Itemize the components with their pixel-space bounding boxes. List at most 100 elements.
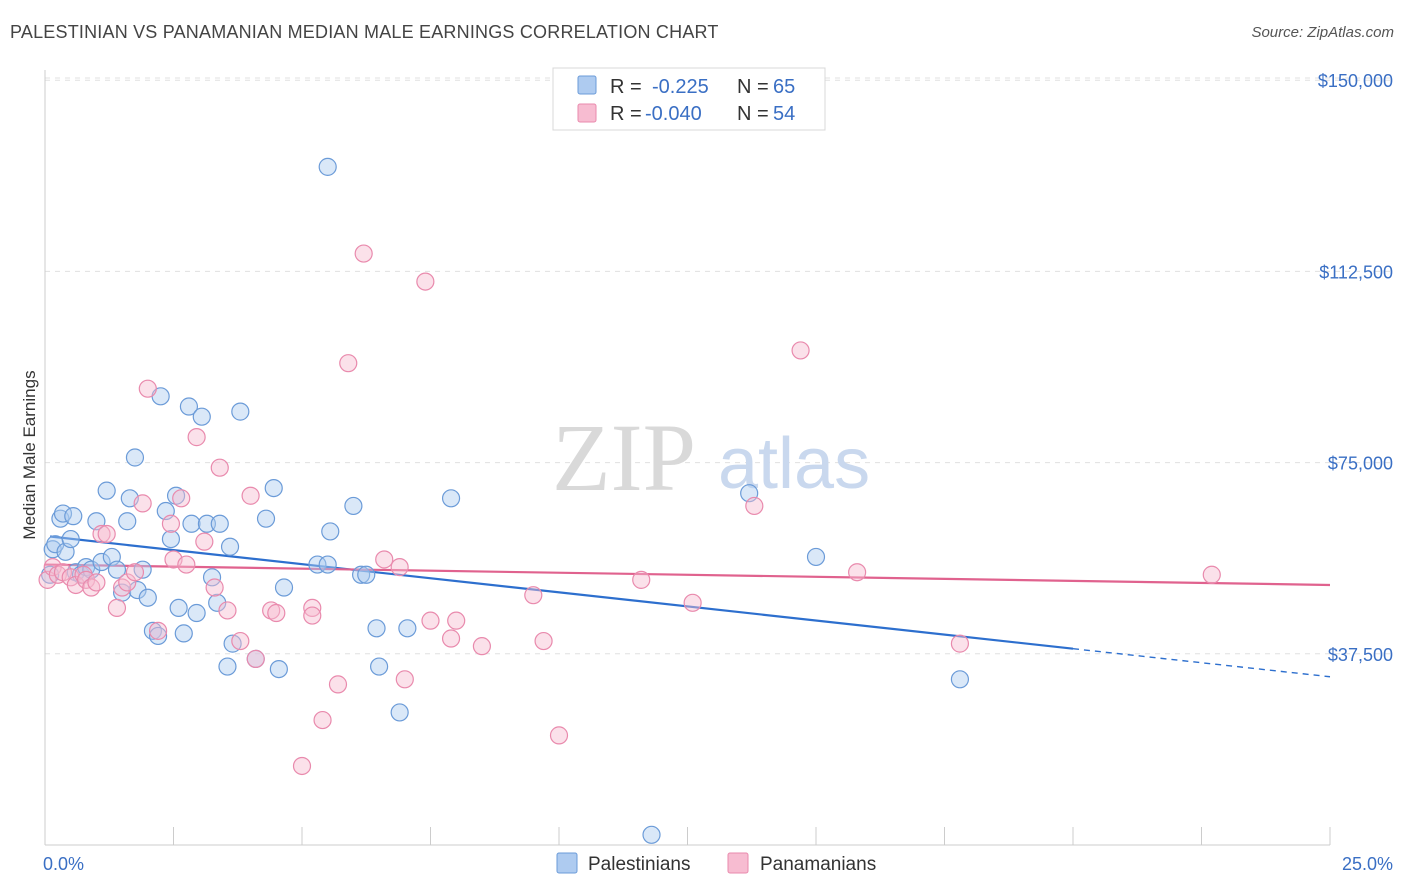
data-point-panamanians bbox=[195, 532, 214, 551]
y-axis-label: Median Male Earnings bbox=[20, 370, 39, 539]
data-point-panamanians bbox=[549, 726, 569, 745]
data-point-panamanians bbox=[524, 586, 543, 605]
data-point-palestinians bbox=[187, 603, 206, 623]
correlation-legend: R = -0.225 N = 65 R = -0.040 N = 54 bbox=[552, 67, 826, 131]
data-point-panamanians bbox=[390, 558, 409, 577]
data-point-palestinians bbox=[182, 514, 201, 533]
data-point-palestinians bbox=[166, 486, 186, 505]
legend-label-panamanians: Panamanians bbox=[760, 854, 876, 875]
data-point-panamanians bbox=[97, 524, 116, 544]
data-point-palestinians bbox=[97, 481, 116, 500]
watermark-zip: ZIP bbox=[552, 404, 696, 511]
data-point-panamanians bbox=[683, 593, 702, 612]
data-point-palestinians bbox=[308, 555, 327, 574]
data-point-palestinians bbox=[118, 512, 137, 531]
data-point-palestinians bbox=[125, 448, 145, 467]
data-point-palestinians bbox=[318, 555, 337, 574]
data-point-panamanians bbox=[187, 428, 206, 447]
data-point-panamanians bbox=[848, 563, 867, 582]
data-point-panamanians bbox=[328, 675, 348, 694]
data-point-panamanians bbox=[148, 621, 168, 640]
data-point-panamanians bbox=[125, 563, 145, 582]
data-point-panamanians bbox=[421, 611, 440, 630]
data-point-panamanians bbox=[82, 578, 101, 597]
legend-n-label: N = bbox=[737, 76, 769, 98]
legend-swatch-blue bbox=[577, 75, 597, 95]
data-point-panamanians bbox=[112, 578, 132, 597]
watermark-atlas: atlas bbox=[718, 424, 870, 504]
x-tick-labels: 0.0% 25.0% bbox=[43, 854, 1393, 874]
data-points bbox=[38, 157, 1221, 844]
data-point-panamanians bbox=[138, 379, 157, 398]
data-point-panamanians bbox=[447, 611, 466, 630]
trend-lines bbox=[44, 535, 1331, 678]
data-point-palestinians bbox=[269, 659, 288, 679]
data-point-panamanians bbox=[161, 514, 181, 533]
data-point-palestinians bbox=[61, 529, 80, 549]
data-point-panamanians bbox=[416, 272, 435, 291]
data-point-palestinians bbox=[398, 619, 417, 638]
data-point-panamanians bbox=[354, 244, 373, 263]
data-point-palestinians bbox=[218, 657, 237, 676]
legend-n-label: N = bbox=[737, 103, 769, 125]
data-point-panamanians bbox=[87, 573, 106, 592]
data-point-palestinians bbox=[441, 489, 461, 508]
data-point-panamanians bbox=[92, 524, 111, 544]
data-point-palestinians bbox=[148, 626, 168, 646]
data-point-panamanians bbox=[303, 606, 322, 625]
data-point-palestinians bbox=[138, 588, 157, 607]
legend-n-value: 65 bbox=[773, 76, 795, 98]
data-point-palestinians bbox=[210, 514, 229, 533]
data-point-palestinians bbox=[950, 670, 970, 689]
data-point-palestinians bbox=[264, 478, 283, 498]
data-point-panamanians bbox=[118, 573, 137, 592]
data-point-palestinians bbox=[806, 547, 826, 567]
data-point-panamanians bbox=[395, 670, 414, 689]
x-tick-label: 25.0% bbox=[1342, 854, 1393, 874]
axes bbox=[44, 70, 1331, 846]
data-point-panamanians bbox=[107, 598, 127, 618]
data-point-panamanians bbox=[339, 354, 358, 373]
data-point-palestinians bbox=[208, 593, 227, 612]
data-point-palestinians bbox=[390, 703, 409, 722]
y-tick-label: $112,500 bbox=[1319, 262, 1393, 282]
data-point-panamanians bbox=[303, 598, 322, 618]
data-point-palestinians bbox=[318, 157, 337, 176]
data-point-palestinians bbox=[367, 619, 386, 638]
data-point-palestinians bbox=[344, 496, 363, 516]
y-tick-labels: $37,500 $75,000 $112,500 $150,000 bbox=[1318, 71, 1393, 665]
data-point-panamanians bbox=[292, 756, 312, 776]
y-tick-label: $150,000 bbox=[1318, 71, 1393, 91]
data-point-palestinians bbox=[128, 580, 147, 600]
chart-title: PALESTINIAN VS PANAMANIAN MEDIAN MALE EA… bbox=[10, 22, 719, 42]
legend-swatch-pink bbox=[577, 103, 597, 123]
data-point-panamanians bbox=[66, 575, 85, 595]
data-point-panamanians bbox=[534, 631, 553, 651]
data-point-palestinians bbox=[357, 565, 376, 584]
data-point-panamanians bbox=[172, 489, 191, 508]
data-point-palestinians bbox=[179, 397, 199, 416]
data-point-panamanians bbox=[267, 603, 286, 623]
x-tick-label: 0.0% bbox=[43, 854, 84, 874]
legend-label-palestinians: Palestinians bbox=[588, 854, 690, 875]
legend-swatch-palestinians bbox=[556, 852, 578, 874]
data-point-palestinians bbox=[370, 657, 389, 676]
trend-line-panamanians bbox=[44, 563, 1331, 587]
chart-source: Source: ZipAtlas.com bbox=[1251, 24, 1394, 41]
data-point-palestinians bbox=[192, 407, 211, 426]
data-point-palestinians bbox=[92, 552, 111, 572]
data-point-panamanians bbox=[262, 601, 281, 620]
series-legend: Palestinians Panamanians bbox=[556, 852, 876, 875]
data-point-panamanians bbox=[632, 570, 651, 589]
data-point-panamanians bbox=[241, 486, 260, 505]
data-point-panamanians bbox=[205, 578, 224, 597]
data-point-palestinians bbox=[161, 529, 181, 549]
y-tick-label: $37,500 bbox=[1328, 645, 1393, 665]
data-point-panamanians bbox=[218, 601, 237, 620]
legend-swatch-panamanians bbox=[727, 852, 749, 874]
legend-box bbox=[552, 67, 826, 131]
data-point-panamanians bbox=[745, 496, 764, 516]
data-point-palestinians bbox=[352, 565, 371, 584]
data-point-palestinians bbox=[231, 402, 250, 421]
data-point-palestinians bbox=[64, 507, 83, 526]
